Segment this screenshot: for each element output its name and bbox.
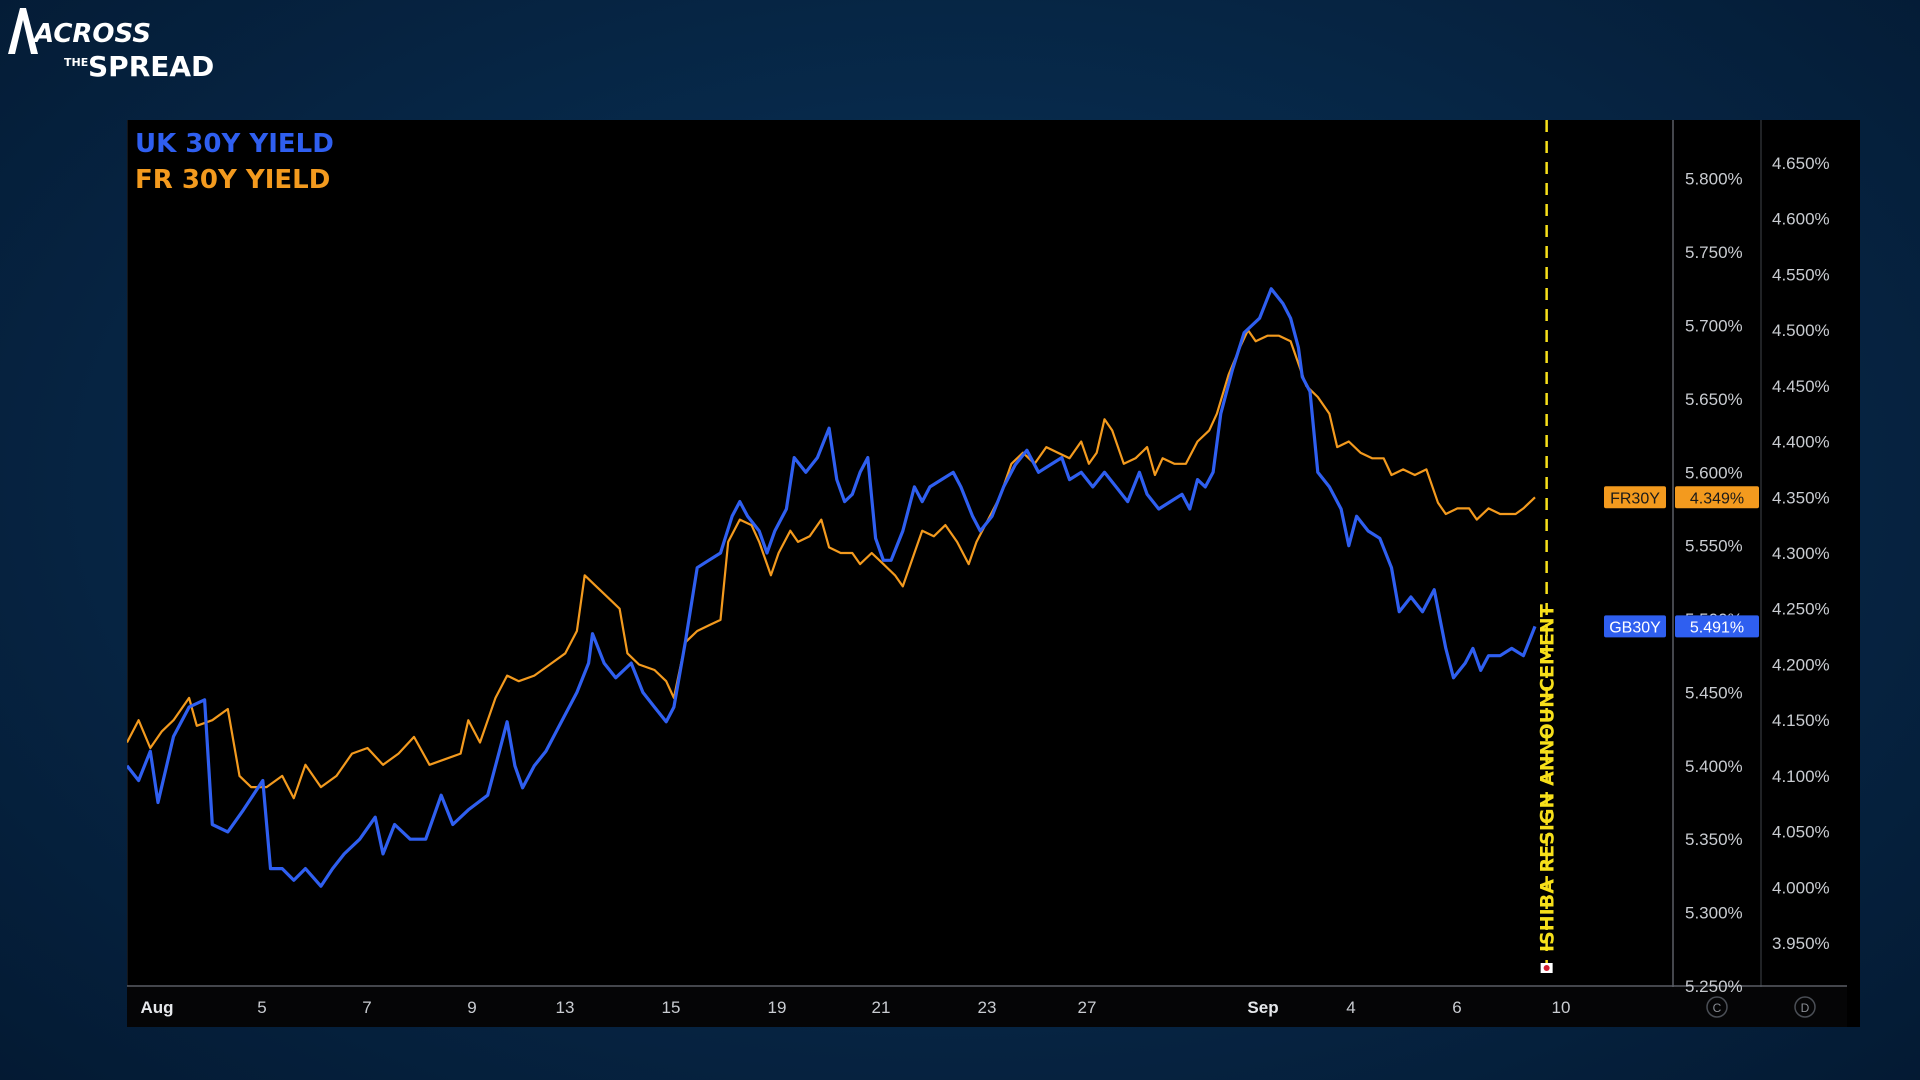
y-right-tick-label: 4.000%: [1772, 878, 1830, 897]
y-right-tick-label: 3.950%: [1772, 934, 1830, 953]
logo-line1: ACROSS: [32, 19, 151, 49]
y-left-tick-label: 5.250%: [1685, 977, 1743, 996]
series-line-fr-30y: [127, 329, 1536, 800]
x-tick-label: 21: [872, 998, 891, 1017]
y-right-tick-label: 4.250%: [1772, 600, 1830, 619]
y-left-tick-label: 5.800%: [1685, 170, 1743, 189]
fr30y-label-tag: [1604, 486, 1666, 509]
x-tick-label: 15: [662, 998, 681, 1017]
x-tick-label: 6: [1452, 998, 1461, 1017]
scale-button-d[interactable]: [1794, 996, 1816, 1018]
y-right-tick-label: 4.450%: [1772, 377, 1830, 396]
x-tick-label: 19: [768, 998, 787, 1017]
annotation-group: ISHIBA RESIGN ANNOUNCEMENT: [1537, 120, 1559, 975]
scale-button-label-c[interactable]: C: [1713, 1001, 1722, 1015]
x-tick-label: Sep: [1247, 998, 1278, 1017]
legend-uk-30y: UK 30Y YIELD: [135, 129, 334, 159]
y-right-tick-label: 4.100%: [1772, 767, 1830, 786]
y-axis-left-ticks: 5.800%5.750%5.700%5.650%5.600%5.550%5.50…: [1685, 170, 1743, 996]
y-right-tick-label: 4.350%: [1772, 488, 1830, 507]
gb30y-value-tag: [1675, 615, 1759, 638]
y-right-tick-label: 4.550%: [1772, 265, 1830, 284]
fr30y-value-tag-text: 4.349%: [1690, 490, 1744, 507]
y-left-tick-label: 5.700%: [1685, 317, 1743, 336]
y-right-tick-label: 4.150%: [1772, 711, 1830, 730]
y-right-tick-label: 4.400%: [1772, 433, 1830, 452]
x-tick-label: 4: [1346, 998, 1355, 1017]
legend: UK 30Y YIELD FR 30Y YIELD: [135, 129, 334, 195]
y-left-tick-label: 5.650%: [1685, 390, 1743, 409]
x-tick-label: 5: [257, 998, 266, 1017]
gb30y-label-tag: [1604, 615, 1666, 638]
y-right-tick-label: 4.050%: [1772, 823, 1830, 842]
y-right-tick-label: 4.600%: [1772, 210, 1830, 229]
y-left-tick-label: 5.600%: [1685, 463, 1743, 482]
y-left-tick-label: 5.350%: [1685, 830, 1743, 849]
last-value-tags: FR30Y 4.349% GB30Y 5.491%: [1604, 486, 1759, 638]
x-tick-label: 23: [978, 998, 997, 1017]
yield-chart: ISHIBA RESIGN ANNOUNCEMENT UK 30Y YIELD …: [127, 120, 1847, 1027]
y-right-tick-label: 4.300%: [1772, 544, 1830, 563]
y-right-tick-label: 4.650%: [1772, 154, 1830, 173]
x-tick-label: 10: [1552, 998, 1571, 1017]
y-right-tick-label: 4.200%: [1772, 656, 1830, 675]
scale-button-label-d[interactable]: D: [1801, 1001, 1810, 1015]
japan-flag-icon: [1540, 963, 1553, 973]
annotation-label: ISHIBA RESIGN ANNOUNCEMENT: [1537, 604, 1559, 952]
y-axis-right-ticks: 4.650% 4.600% 4.550% 4.500% 4.450% 4.400% 4.35…: [1772, 154, 1830, 953]
y-left-tick-label: 5.550%: [1685, 537, 1743, 556]
y-right-tick-label: 4.500%: [1772, 321, 1830, 340]
chart-panel: ISHIBA RESIGN ANNOUNCEMENT UK 30Y YIELD …: [127, 120, 1860, 1027]
x-axis-band: [127, 987, 1847, 1027]
series-line-uk-30y: [127, 287, 1537, 888]
legend-fr-30y: FR 30Y YIELD: [135, 165, 330, 195]
y-left-tick-label: 5.750%: [1685, 243, 1743, 262]
y-left-tick-label: 5.300%: [1685, 904, 1743, 923]
logo-arrow-icon: [8, 8, 38, 54]
gb30y-label-tag-text: GB30Y: [1609, 619, 1661, 636]
x-tick-label: 27: [1078, 998, 1097, 1017]
x-tick-label: Aug: [140, 998, 173, 1017]
logo-line2: SPREAD: [88, 50, 214, 80]
fr30y-label-tag-text: FR30Y: [1610, 490, 1660, 507]
x-tick-label: 13: [556, 998, 575, 1017]
y-left-tick-label: 5.450%: [1685, 683, 1743, 702]
series-group: [127, 287, 1537, 888]
gb30y-value-tag-text: 5.491%: [1690, 619, 1744, 636]
y-left-tick-label: 5.400%: [1685, 757, 1743, 776]
x-tick-label: 9: [467, 998, 476, 1017]
x-axis-ticks: Aug 5 7 9 13 15 19 21 23 27 Sep 4 6 10: [140, 998, 1570, 1017]
across-the-spread-logo: ACROSS THE SPREAD: [8, 8, 214, 80]
scale-button-c[interactable]: [1706, 996, 1728, 1018]
logo-small: THE: [64, 56, 88, 69]
x-tick-label: 7: [362, 998, 371, 1017]
fr30y-value-tag: [1675, 486, 1759, 509]
